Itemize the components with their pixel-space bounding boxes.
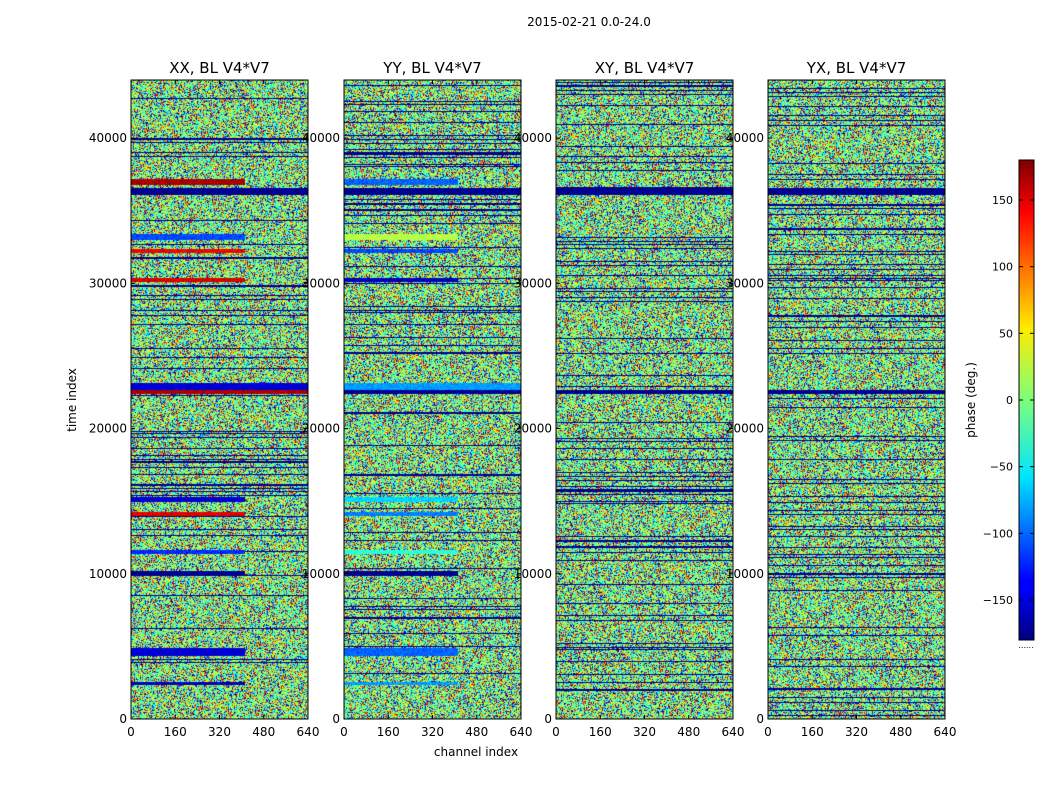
x-tick-label: 480 — [677, 725, 700, 739]
y-tick-label: 0 — [756, 712, 764, 726]
x-tick-label: 0 — [127, 725, 135, 739]
panel-4: YX, BL V4*V7 0 160 320 480 640 0 10000 20000 3000… — [726, 59, 957, 739]
y-tick-label: 30000 — [302, 276, 340, 290]
x-tick-label: 320 — [633, 725, 656, 739]
colorbar-label: phase (deg.) — [964, 362, 978, 438]
x-tick-label: 0 — [340, 725, 348, 739]
y-tick-label: 40000 — [302, 131, 340, 145]
x-tick-label: 160 — [589, 725, 612, 739]
y-tick-label: 40000 — [514, 131, 552, 145]
colorbar-tick-label: −50 — [990, 461, 1013, 474]
y-tick-label: 10000 — [89, 567, 127, 581]
colorbar-tick-label: 50 — [999, 327, 1013, 340]
x-tick-label: 480 — [889, 725, 912, 739]
panels-group: XX, BL V4*V7 0 160 320 480 640 0 10000 20000 3000… — [89, 59, 957, 739]
x-tick-label: 160 — [801, 725, 824, 739]
colorbar-footnote: ...... — [1018, 641, 1033, 650]
y-tick-label: 30000 — [514, 276, 552, 290]
x-tick-label: 0 — [552, 725, 560, 739]
x-tick-label: 480 — [465, 725, 488, 739]
figure-title: 2015-02-21 0.0-24.0 — [527, 15, 651, 29]
y-tick-label: 30000 — [89, 276, 127, 290]
x-tick-label: 640 — [510, 725, 533, 739]
y-tick-label: 0 — [119, 712, 127, 726]
panel-heatmap-3 — [556, 80, 733, 719]
x-tick-label: 160 — [164, 725, 187, 739]
x-tick-label: 640 — [722, 725, 745, 739]
x-tick-label: 480 — [252, 725, 275, 739]
panel-2: YY, BL V4*V7 0 160 320 480 640 0 10000 20000 3000… — [302, 59, 533, 739]
x-tick-label: 320 — [421, 725, 444, 739]
colorbar-tick-label: −100 — [983, 527, 1013, 540]
colorbar-tick-label: 150 — [992, 194, 1013, 207]
panel-title: YX, BL V4*V7 — [806, 59, 907, 77]
y-tick-label: 10000 — [726, 567, 764, 581]
y-tick-label: 20000 — [514, 422, 552, 436]
y-tick-label: 10000 — [514, 567, 552, 581]
y-tick-label: 20000 — [89, 422, 127, 436]
colorbar-ticks: −150 −100 −50 0 50 100 150 — [983, 194, 1034, 607]
panel-heatmap-4 — [768, 80, 945, 719]
x-tick-label: 0 — [764, 725, 772, 739]
panel-heatmap-2 — [344, 80, 521, 719]
y-tick-label: 10000 — [302, 567, 340, 581]
panel-title: YY, BL V4*V7 — [382, 59, 481, 77]
colorbar: −150 −100 −50 0 50 100 150 phase (deg.) ...... — [964, 159, 1035, 650]
panel-title: XY, BL V4*V7 — [595, 59, 695, 77]
x-tick-label: 640 — [934, 725, 957, 739]
y-axis-label: time index — [65, 368, 79, 432]
panel-heatmap-1 — [131, 80, 308, 719]
x-tick-label: 320 — [208, 725, 231, 739]
y-tick-label: 30000 — [726, 276, 764, 290]
panel-3: XY, BL V4*V7 0 160 320 480 640 0 10000 20000 3000… — [514, 59, 745, 739]
y-tick-label: 20000 — [302, 422, 340, 436]
colorbar-tick-label: −150 — [983, 594, 1013, 607]
colorbar-tick-label: 0 — [1006, 394, 1013, 407]
x-tick-label: 320 — [845, 725, 868, 739]
panel-1: XX, BL V4*V7 0 160 320 480 640 0 10000 20000 3000… — [89, 59, 320, 739]
y-tick-label: 20000 — [726, 422, 764, 436]
colorbar-tick-label: 100 — [992, 261, 1013, 274]
x-tick-label: 160 — [377, 725, 400, 739]
y-tick-label: 0 — [332, 712, 340, 726]
x-axis-label: channel index — [434, 745, 518, 759]
y-tick-label: 40000 — [89, 131, 127, 145]
x-tick-label: 640 — [297, 725, 320, 739]
panel-title: XX, BL V4*V7 — [169, 59, 270, 77]
y-tick-label: 40000 — [726, 131, 764, 145]
y-tick-label: 0 — [544, 712, 552, 726]
